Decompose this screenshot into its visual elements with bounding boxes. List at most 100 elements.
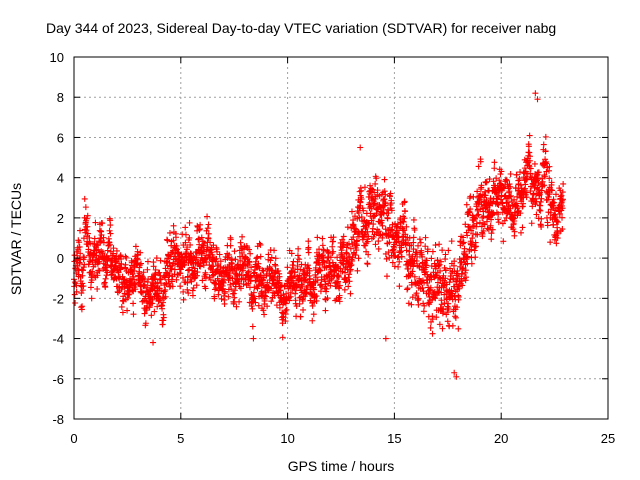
data-point: [532, 90, 539, 97]
data-point: [268, 298, 275, 305]
data-point: [550, 196, 557, 203]
data-point: [360, 207, 367, 214]
data-point: [249, 305, 256, 312]
x-tick-label: 25: [601, 431, 615, 446]
data-point: [250, 335, 257, 342]
data-point: [162, 293, 169, 300]
data-point: [508, 192, 515, 199]
data-point: [385, 210, 392, 217]
data-point: [349, 254, 356, 261]
data-point: [188, 278, 195, 285]
data-point: [482, 179, 489, 186]
data-point: [186, 234, 193, 241]
data-point: [437, 267, 444, 274]
data-point: [152, 266, 159, 273]
data-point: [156, 269, 163, 276]
data-point: [208, 266, 215, 273]
data-point: [262, 293, 269, 300]
data-point: [327, 254, 334, 261]
data-point: [163, 281, 170, 288]
data-point: [528, 220, 535, 227]
data-point: [556, 210, 563, 217]
data-point: [458, 259, 465, 266]
data-point: [379, 231, 386, 238]
data-point: [109, 270, 116, 276]
data-point: [553, 240, 560, 247]
data-point: [530, 191, 537, 198]
data-point: [142, 320, 149, 327]
data-point: [511, 228, 518, 235]
data-point: [420, 308, 427, 315]
data-point: [131, 267, 138, 274]
data-point: [414, 253, 421, 260]
data-point: [432, 295, 439, 302]
data-point: [276, 304, 283, 311]
data-point: [340, 239, 347, 246]
data-point: [97, 235, 104, 242]
data-point: [146, 290, 153, 297]
data-point: [554, 230, 561, 237]
data-point: [468, 227, 475, 234]
data-point: [396, 258, 403, 265]
data-point: [162, 286, 169, 293]
data-point: [517, 182, 524, 189]
data-point: [406, 235, 413, 242]
data-point: [257, 272, 264, 279]
data-point: [517, 210, 524, 217]
data-point: [336, 285, 343, 292]
data-point: [487, 222, 494, 229]
data-point: [307, 275, 314, 282]
data-point: [118, 303, 125, 310]
data-point: [195, 235, 202, 242]
y-tick-label: 2: [57, 211, 64, 226]
data-point: [194, 269, 201, 276]
data-point: [168, 265, 175, 272]
data-point: [419, 253, 426, 260]
data-point: [389, 259, 396, 266]
data-point: [140, 269, 147, 276]
data-point: [495, 211, 502, 218]
data-point: [492, 189, 499, 196]
data-point: [395, 263, 402, 270]
data-point: [305, 244, 312, 251]
data-point: [305, 249, 312, 256]
data-point: [507, 170, 514, 177]
data-point: [402, 208, 409, 215]
data-point: [356, 188, 363, 195]
data-point: [460, 234, 467, 241]
data-point: [160, 299, 167, 306]
x-tick-label: 5: [177, 431, 184, 446]
data-point: [409, 268, 416, 275]
data-point: [453, 373, 460, 380]
data-point: [461, 245, 468, 252]
data-point: [92, 219, 99, 226]
data-point: [410, 216, 417, 223]
data-point: [131, 280, 138, 287]
data-point: [444, 309, 451, 316]
data-point: [257, 253, 264, 260]
data-point: [237, 257, 244, 264]
data-point: [160, 317, 167, 324]
data-point: [144, 258, 151, 265]
data-point: [490, 178, 497, 185]
data-point: [166, 280, 173, 287]
data-point: [105, 242, 112, 249]
data-point: [445, 305, 452, 312]
data-point: [138, 288, 145, 295]
data-point: [552, 191, 559, 198]
data-point: [496, 177, 503, 184]
data-point: [498, 181, 505, 188]
data-point: [502, 176, 509, 183]
data-point: [395, 238, 402, 245]
data-point: [94, 286, 101, 293]
y-axis-label: SDTVAR / TECUs: [8, 183, 24, 295]
data-point: [130, 311, 137, 318]
data-point: [419, 284, 426, 291]
data-point: [187, 241, 194, 248]
data-point: [173, 276, 180, 283]
data-point: [381, 176, 388, 183]
data-point: [402, 231, 409, 238]
data-point: [483, 178, 490, 185]
data-point: [160, 314, 167, 321]
data-point: [386, 193, 393, 200]
